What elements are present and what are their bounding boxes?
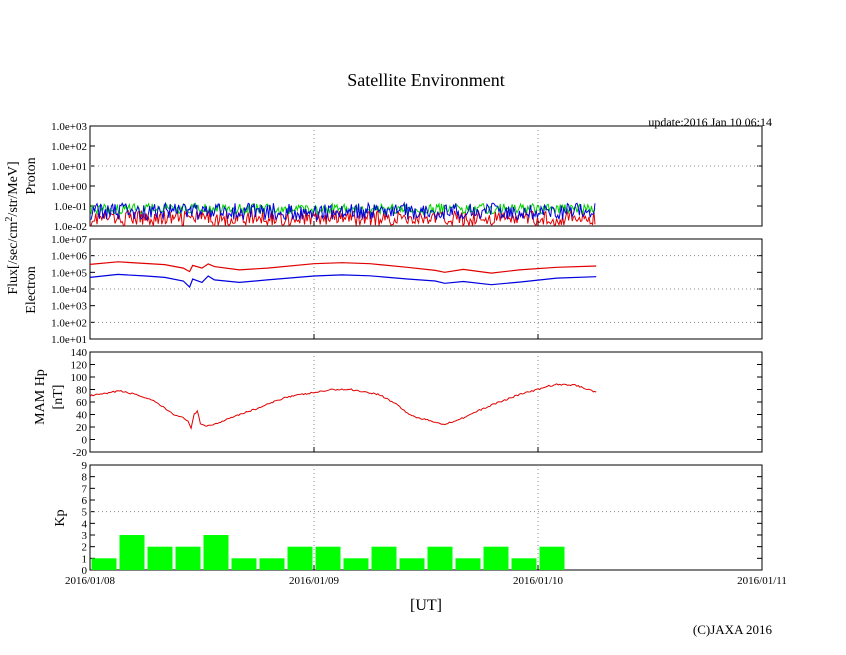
electron-axis-label: Electron bbox=[24, 266, 39, 313]
kp-bar bbox=[343, 558, 369, 570]
kp-bar bbox=[119, 535, 145, 570]
kp-bar bbox=[91, 558, 117, 570]
kp-bar bbox=[203, 535, 229, 570]
proton-ytick-label: 1.0e+01 bbox=[51, 161, 87, 173]
kp-bar bbox=[287, 546, 313, 570]
mam-hp-ytick-label: 20 bbox=[76, 422, 88, 434]
kp-bar bbox=[231, 558, 257, 570]
mam-hp-axis-label: MAM Hp bbox=[33, 369, 48, 425]
mam-hp-ytick-label: 120 bbox=[71, 360, 88, 372]
electron-ytick-label: 1.0e+02 bbox=[51, 317, 87, 329]
proton-frame bbox=[89, 125, 763, 227]
electron-ytick-label: 1.0e+04 bbox=[51, 284, 87, 296]
proton-ytick-label: 1.0e+00 bbox=[51, 181, 87, 193]
mam-hp-ytick-label: 100 bbox=[71, 372, 88, 384]
kp-ytick-label: 2 bbox=[82, 542, 88, 554]
kp-bar bbox=[371, 546, 397, 570]
proton-ytick-label: 1.0e-01 bbox=[54, 201, 87, 213]
kp-bar bbox=[399, 558, 425, 570]
proton-axis-label: Proton bbox=[24, 157, 39, 194]
mam-hp-ytick-label: 60 bbox=[76, 397, 88, 409]
update-timestamp: update:2016 Jan 10 06:14 bbox=[648, 115, 772, 129]
kp-ytick-label: 6 bbox=[82, 495, 88, 507]
chart-title: Satellite Environment bbox=[347, 70, 504, 90]
flux-axis-label: Flux[/sec/cm2/str/MeV] bbox=[4, 161, 21, 294]
proton-panel: 1.0e-02 1.0e-01 1.0e+00 1.0e+01 1.0e+02 1.0e+… bbox=[51, 121, 763, 233]
mam-hp-unit-label: [nT] bbox=[51, 385, 66, 410]
x-tick-label: 2016/01/09 bbox=[289, 575, 340, 587]
kp-bar bbox=[455, 558, 481, 570]
kp-bar bbox=[147, 546, 173, 570]
electron-panel: 1.0e+01 1.0e+02 1.0e+03 1.0e+04 1.0e+05 1.0e+… bbox=[51, 234, 763, 346]
electron-ytick-label: 1.0e+06 bbox=[51, 251, 87, 263]
x-tick-label: 2016/01/08 bbox=[65, 575, 116, 587]
mam-hp-ytick-label: -20 bbox=[72, 447, 87, 459]
x-axis-label: [UT] bbox=[410, 597, 442, 614]
mam-hp-series-red bbox=[89, 383, 597, 430]
kp-ytick-label: 9 bbox=[82, 460, 88, 472]
kp-bar bbox=[315, 546, 341, 570]
kp-bar bbox=[483, 546, 509, 570]
kp-ytick-label: 0 bbox=[82, 565, 88, 577]
proton-series-red bbox=[90, 209, 596, 228]
kp-ytick-label: 7 bbox=[82, 483, 88, 495]
mam-hp-ytick-label: 140 bbox=[71, 347, 88, 359]
x-tick-label: 2016/01/10 bbox=[513, 575, 564, 587]
x-tick-label: 2016/01/11 bbox=[737, 575, 787, 587]
electron-ytick-label: 1.0e+05 bbox=[51, 267, 87, 279]
kp-ytick-label: 5 bbox=[82, 507, 88, 519]
proton-series-blue bbox=[90, 201, 596, 221]
mam-hp-frame bbox=[89, 351, 763, 453]
kp-ytick-label: 8 bbox=[82, 472, 88, 484]
kp-axis-label: Kp bbox=[53, 509, 68, 526]
kp-ytick-label: 3 bbox=[82, 530, 88, 542]
kp-bar bbox=[175, 546, 201, 570]
kp-bar bbox=[511, 558, 537, 570]
electron-ytick-label: 1.0e+03 bbox=[51, 301, 87, 313]
electron-series-blue bbox=[89, 273, 597, 289]
proton-ytick-label: 1.0e+03 bbox=[51, 121, 87, 133]
mam-hp-ytick-label: 0 bbox=[82, 435, 88, 447]
electron-series-red bbox=[89, 261, 597, 274]
kp-bar bbox=[259, 558, 285, 570]
kp-ytick-label: 4 bbox=[82, 518, 88, 530]
x-axis-ticks: 2016/01/08 2016/01/09 2016/01/10 2016/01/11 bbox=[65, 221, 787, 587]
electron-ytick-label: 1.0e+07 bbox=[51, 234, 87, 246]
mam-hp-ytick-label: 40 bbox=[76, 410, 88, 422]
kp-bar bbox=[427, 546, 453, 570]
kp-frame bbox=[89, 464, 763, 571]
proton-ytick-label: 1.0e+02 bbox=[51, 141, 87, 153]
kp-ytick-label: 1 bbox=[82, 553, 88, 565]
copyright: (C)JAXA 2016 bbox=[693, 622, 773, 637]
mam-hp-ytick-label: 80 bbox=[76, 385, 88, 397]
kp-bar bbox=[539, 546, 565, 570]
electron-ytick-label: 1.0e+01 bbox=[51, 334, 87, 346]
proton-ytick-label: 1.0e-02 bbox=[54, 221, 87, 233]
